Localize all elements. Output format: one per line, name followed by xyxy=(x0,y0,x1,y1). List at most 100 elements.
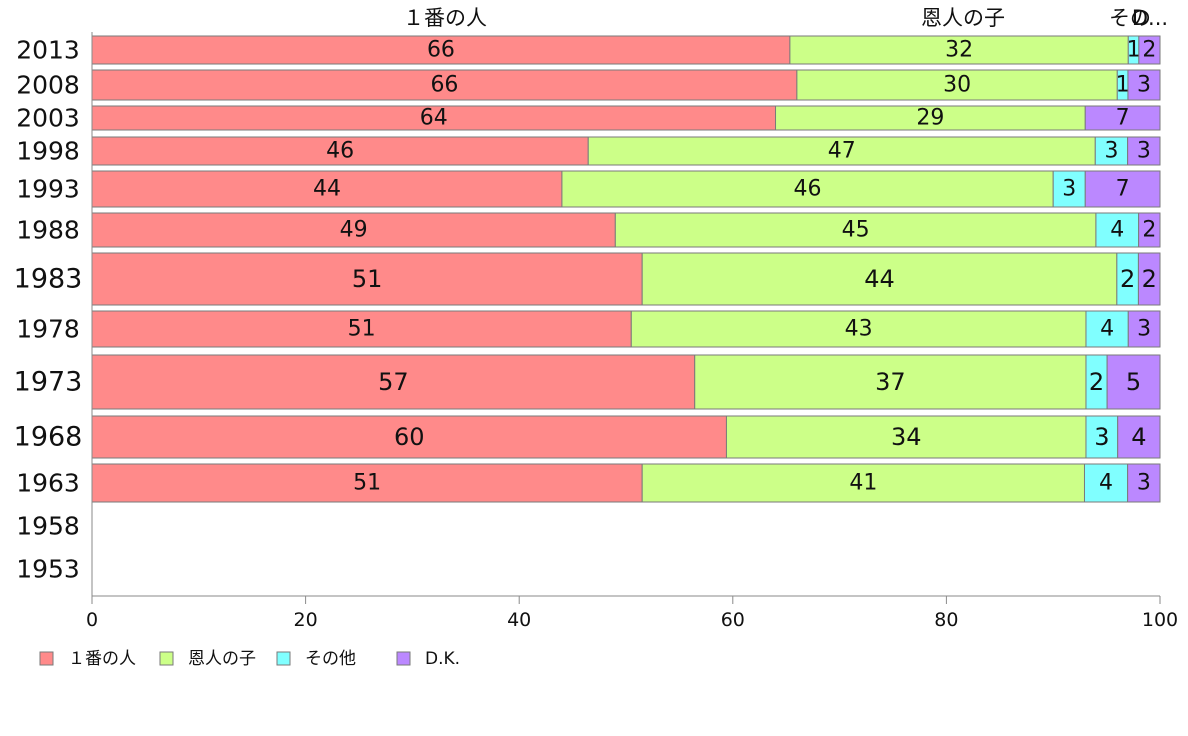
data-label: 2 xyxy=(1120,265,1135,293)
data-label: 4 xyxy=(1099,471,1113,496)
data-label: 30 xyxy=(943,73,971,98)
data-label: 7 xyxy=(1116,177,1130,202)
y-tick-label: 1958 xyxy=(16,512,80,541)
data-label: 3 xyxy=(1137,73,1151,98)
x-tick-label: 40 xyxy=(507,609,531,631)
data-label: 57 xyxy=(378,368,409,396)
data-label: 4 xyxy=(1110,218,1124,243)
bar-segment xyxy=(91,252,643,306)
legend: １番の人 恩人の子 その他 D.K. xyxy=(39,649,460,669)
bar-segment xyxy=(1138,212,1161,248)
bar-segment xyxy=(91,354,696,410)
data-label: 1 xyxy=(1116,73,1130,98)
data-label: 2 xyxy=(1142,38,1156,63)
data-label: 3 xyxy=(1104,139,1118,164)
data-label: 7 xyxy=(1116,106,1130,131)
bar-segment xyxy=(641,252,1118,306)
y-tick-label: 2008 xyxy=(16,71,80,100)
bar-segment xyxy=(1117,415,1161,459)
y-tick-label: 1978 xyxy=(16,315,80,344)
top-label: １番の人 xyxy=(403,6,487,30)
bar-segment xyxy=(775,105,1086,131)
data-label: 43 xyxy=(845,317,873,342)
data-label: 3 xyxy=(1137,317,1151,342)
bar-segment xyxy=(91,463,643,503)
data-label: 37 xyxy=(875,368,906,396)
data-label: 51 xyxy=(348,317,376,342)
legend-swatch xyxy=(396,651,411,666)
y-tick-label: 1983 xyxy=(14,264,83,295)
bar-segment xyxy=(587,136,1096,166)
legend-item: 恩人の子 xyxy=(159,649,256,669)
data-label: 3 xyxy=(1137,139,1151,164)
data-label: 44 xyxy=(313,177,341,202)
bars: 66 32 1 266 30 1 364 29 746 47 3 344 46 3 749 45 4 251 44 2… xyxy=(91,35,1161,503)
y-tick-label: 2013 xyxy=(16,36,80,65)
data-label: 32 xyxy=(945,38,973,63)
bar-segment xyxy=(1127,69,1161,101)
top-label: その xyxy=(1109,6,1151,30)
y-axis-labels: 2013 2008 2003 1998 1993 1988 1983 1978 1973 1968… xyxy=(14,36,83,584)
bar-segment xyxy=(1127,310,1161,348)
data-label: 47 xyxy=(828,139,856,164)
bar-segment xyxy=(1127,463,1161,503)
data-label: 3 xyxy=(1137,471,1151,496)
bar-segment xyxy=(1095,212,1140,248)
data-label: 45 xyxy=(842,218,870,243)
bar-segment xyxy=(1127,136,1161,166)
data-label: 34 xyxy=(891,423,922,451)
legend-label: その他 xyxy=(305,649,356,669)
y-tick-label: 1993 xyxy=(16,175,80,204)
data-label: 2 xyxy=(1142,218,1156,243)
x-tick-label: 0 xyxy=(86,609,98,631)
bar-segment xyxy=(91,35,791,65)
data-label: 3 xyxy=(1094,423,1109,451)
bar-segment xyxy=(1094,136,1129,166)
data-label: 2 xyxy=(1089,368,1104,396)
legend-label: 恩人の子 xyxy=(188,649,256,669)
legend-item: その他 xyxy=(276,649,356,669)
data-label: 49 xyxy=(340,218,368,243)
x-tick-label: 80 xyxy=(934,609,958,631)
y-tick-label: 1973 xyxy=(14,367,83,398)
legend-swatch xyxy=(276,651,291,666)
y-tick-label: 1998 xyxy=(16,137,80,166)
data-label: 44 xyxy=(864,265,895,293)
bar-segment xyxy=(91,212,616,248)
data-label: 1 xyxy=(1127,38,1141,63)
data-label: 46 xyxy=(794,177,822,202)
bar-segment xyxy=(1084,105,1161,131)
x-tick-label: 100 xyxy=(1142,609,1178,631)
data-label: 5 xyxy=(1126,368,1141,396)
y-tick-label: 1953 xyxy=(16,555,80,584)
data-label: 29 xyxy=(916,106,944,131)
top-label: 恩人の子 xyxy=(921,6,1005,30)
bar-segment xyxy=(789,35,1129,65)
legend-item: １番の人 xyxy=(39,649,136,669)
y-tick-label: 1988 xyxy=(16,216,80,245)
y-tick-label: 2003 xyxy=(16,104,80,133)
bar-segment xyxy=(725,415,1087,459)
data-label: 51 xyxy=(352,265,383,293)
data-label: 3 xyxy=(1062,177,1076,202)
data-label: 66 xyxy=(427,38,455,63)
bar-segment xyxy=(1106,354,1161,410)
bar-segment xyxy=(1138,35,1161,65)
top-label: D... xyxy=(1132,6,1168,30)
data-label: 4 xyxy=(1100,317,1114,342)
bar-segment xyxy=(1137,252,1161,306)
y-tick-label: 1963 xyxy=(16,469,80,498)
x-tick-label: 60 xyxy=(721,609,745,631)
data-label: 64 xyxy=(420,106,448,131)
data-label: 4 xyxy=(1131,423,1146,451)
legend-swatch xyxy=(159,651,174,666)
x-tick-label: 20 xyxy=(294,609,318,631)
top-series-labels: １番の人 恩人の子 そのD... xyxy=(403,6,1168,30)
y-tick-label: 1968 xyxy=(14,422,83,453)
data-label: 41 xyxy=(849,471,877,496)
data-label: 46 xyxy=(326,139,354,164)
bar-segment xyxy=(1084,170,1161,208)
bar-segment xyxy=(641,463,1085,503)
legend-label: １番の人 xyxy=(68,649,136,669)
legend-item: D.K. xyxy=(396,649,460,669)
